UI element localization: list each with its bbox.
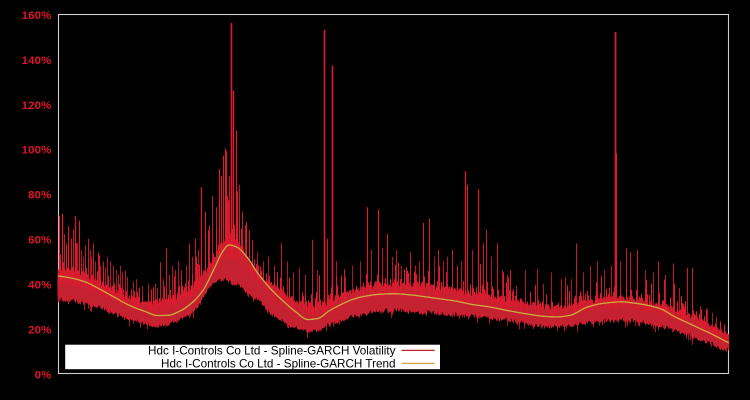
svg-text:60%: 60% xyxy=(28,235,51,247)
svg-text:Hdc I-Controls Co Ltd - Spline: Hdc I-Controls Co Ltd - Spline-GARCH Tre… xyxy=(161,357,395,370)
svg-text:160%: 160% xyxy=(22,10,52,22)
svg-text:120%: 120% xyxy=(22,100,52,112)
svg-text:80%: 80% xyxy=(28,190,51,202)
svg-text:Hdc I-Controls Co Ltd - Spline: Hdc I-Controls Co Ltd - Spline-GARCH Vol… xyxy=(148,344,396,357)
svg-text:0%: 0% xyxy=(35,369,52,381)
svg-text:100%: 100% xyxy=(22,145,52,157)
svg-text:20%: 20% xyxy=(28,324,51,336)
svg-text:40%: 40% xyxy=(28,279,51,291)
svg-text:140%: 140% xyxy=(22,55,52,67)
